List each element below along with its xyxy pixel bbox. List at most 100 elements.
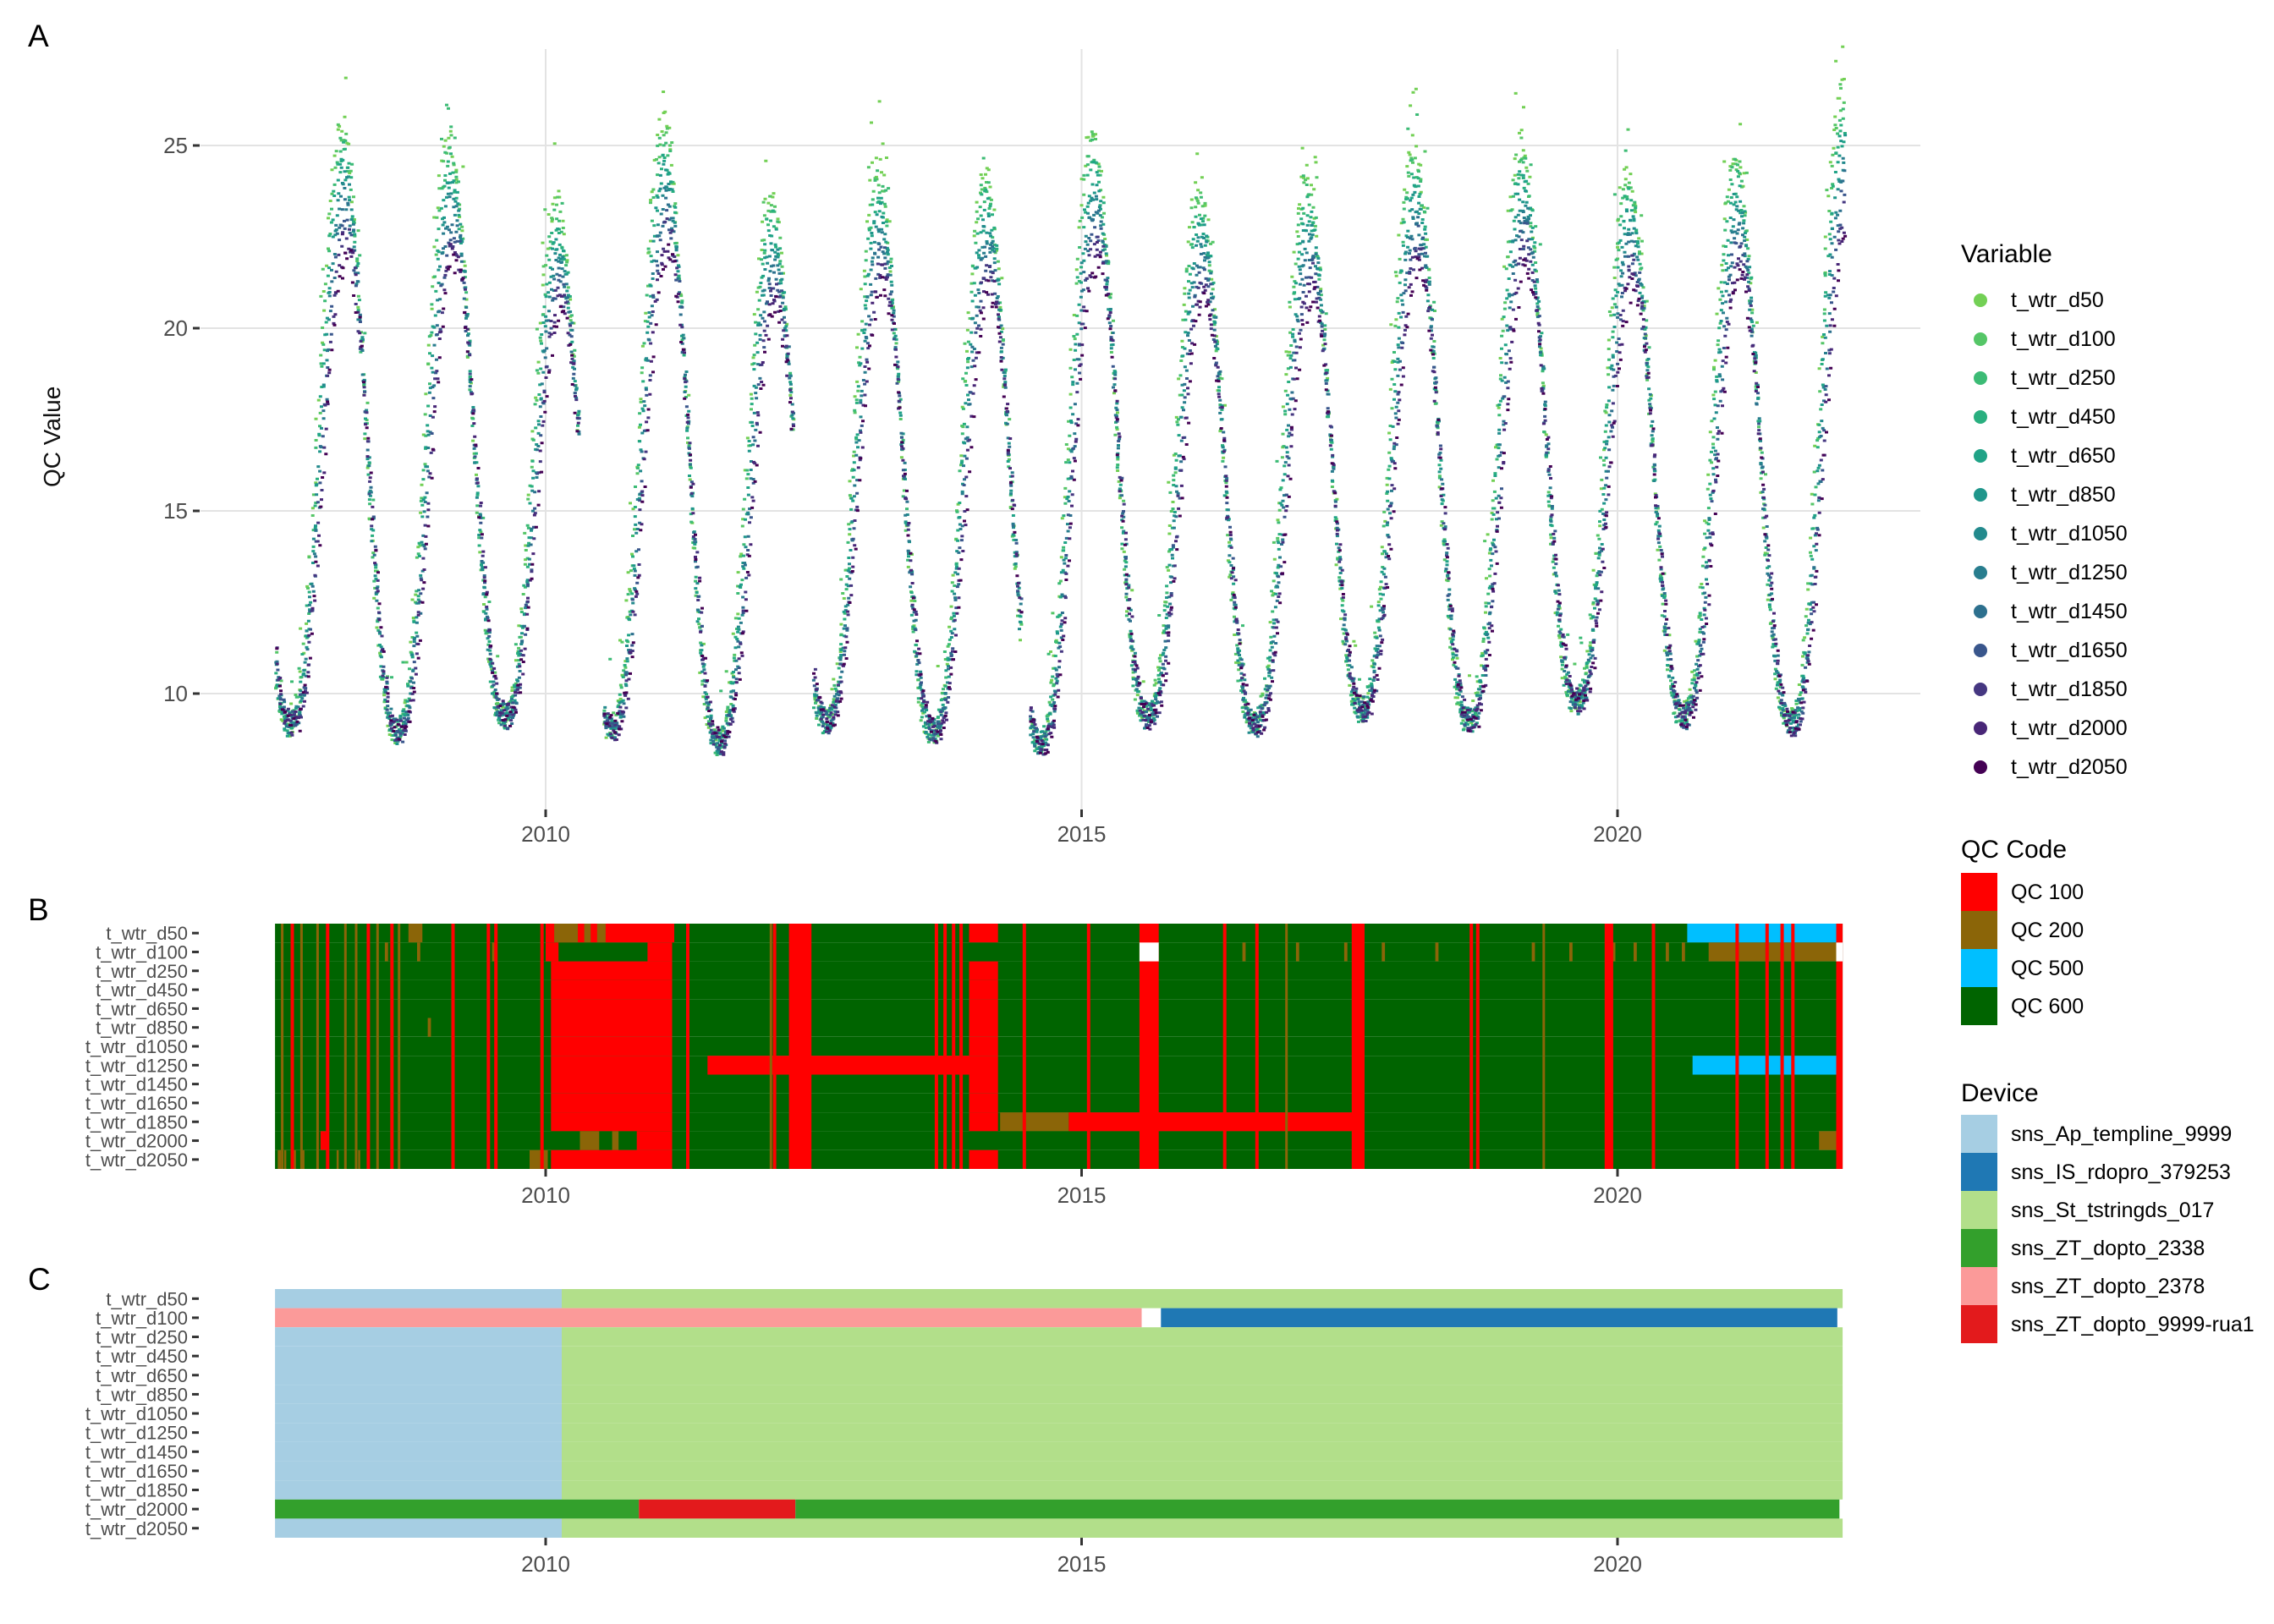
device-heatmap-row-label: t_wtr_d2050	[85, 1518, 188, 1539]
qc-heatmap-red-line	[959, 924, 964, 1169]
qc-heatmap-red-line	[1765, 924, 1769, 1169]
legend-variable-swatch-dot	[1974, 371, 1987, 385]
qc-heatmap-olive-line	[1542, 924, 1546, 1169]
qc-heatmap-segment	[294, 1149, 296, 1169]
panel-a-points-t_wtr_d1250	[274, 156, 1845, 755]
device-heatmap-x-tick-label: 2015	[1057, 1551, 1107, 1577]
device-heatmap-segment	[562, 1385, 1843, 1404]
qc-heatmap-segment	[969, 924, 998, 943]
legend-variable-item-label: t_wtr_d1250	[2011, 561, 2128, 584]
legend-variable-swatch-dot	[1974, 527, 1987, 540]
qc-heatmap-row-label: t_wtr_d1650	[85, 1093, 188, 1114]
qc-heatmap-segment	[1692, 1056, 1837, 1075]
qc-heatmap-red-line	[1735, 924, 1739, 1169]
qc-heatmap-segment	[384, 942, 388, 962]
panel-a-points-t_wtr_d100	[274, 83, 1846, 750]
qc-heatmap-segment	[530, 1149, 548, 1169]
device-heatmap-row-label: t_wtr_d100	[96, 1308, 188, 1329]
qc-heatmap-red-line	[1086, 924, 1090, 1169]
device-heatmap-segment	[275, 1461, 562, 1481]
qc-heatmap-segment	[969, 1074, 998, 1094]
panel-a-y-tick-label: 15	[163, 498, 188, 524]
qc-heatmap-red-line	[326, 924, 330, 1169]
qc-heatmap-segment	[1000, 1112, 1069, 1132]
legend-variable-item-label: t_wtr_d1850	[2011, 678, 2128, 701]
qc-heatmap-segment	[551, 1093, 673, 1113]
qc-heatmap-x-tick-label: 2015	[1057, 1182, 1107, 1208]
qc-heatmap-red-line	[451, 924, 455, 1169]
legend-device-title: Device	[1961, 1079, 2039, 1107]
legend-qc-title: QC Code	[1961, 836, 2068, 864]
qc-heatmap-olive-line	[316, 924, 319, 1169]
panel-a-x-tick-label: 2015	[1057, 821, 1107, 847]
device-heatmap-segment	[562, 1365, 1843, 1385]
qc-heatmap-red-band	[1604, 924, 1613, 1169]
qc-heatmap-red-line	[1475, 924, 1480, 1169]
legend-device-item-label: sns_St_tstringds_017	[2011, 1199, 2215, 1222]
legend-qc-swatch	[1961, 911, 1997, 949]
legend-device-swatch	[1961, 1191, 1997, 1229]
device-heatmap-x-tick-label: 2010	[521, 1551, 570, 1577]
panel-c-label: C	[28, 1262, 51, 1297]
qc-heatmap-olive-line	[354, 924, 358, 1169]
qc-heatmap-segment	[408, 924, 423, 943]
qc-heatmap-red-line	[1222, 924, 1227, 1169]
qc-heatmap-row-label: t_wtr_d850	[96, 1018, 188, 1039]
device-heatmap-segment	[275, 1385, 562, 1404]
qc-heatmap-segment	[551, 1149, 673, 1169]
legend-qc-item-label: QC 100	[2011, 881, 2084, 904]
panel-a-points-t_wtr_d2000	[275, 231, 1846, 756]
device-heatmap-row-label: t_wtr_d850	[96, 1384, 188, 1405]
qc-heatmap-segment	[612, 1131, 619, 1150]
legend-device-swatch	[1961, 1115, 1997, 1153]
qc-heatmap-segment	[1295, 942, 1299, 962]
qc-heatmap-red-line	[1022, 924, 1026, 1169]
qc-heatmap-segment	[707, 1056, 998, 1075]
qc-heatmap-red-line	[494, 924, 498, 1169]
legend-variable-item-label: t_wtr_d50	[2011, 288, 2104, 312]
device-heatmap: t_wtr_d50t_wtr_d100t_wtr_d250t_wtr_d450t…	[85, 1288, 1843, 1577]
device-heatmap-segment	[562, 1518, 1843, 1538]
qc-heatmap-segment	[551, 999, 673, 1018]
legend-qc-item-label: QC 200	[2011, 919, 2084, 942]
qc-heatmap-segment	[551, 1056, 673, 1075]
device-heatmap-segment	[275, 1346, 562, 1366]
qc-heatmap-segment	[551, 1036, 673, 1056]
legend-device-item-label: sns_ZT_dopto_2338	[2011, 1237, 2205, 1260]
qc-heatmap-x-tick-label: 2010	[521, 1182, 570, 1208]
qc-heatmap-segment	[969, 961, 998, 980]
device-heatmap-segment	[275, 1289, 562, 1309]
legend-device-item-label: sns_ZT_dopto_2378	[2011, 1275, 2205, 1298]
qc-heatmap-segment	[1569, 942, 1573, 962]
qc-heatmap-row-label: t_wtr_d100	[96, 941, 188, 963]
qc-heatmap-row-label: t_wtr_d2000	[85, 1131, 188, 1152]
qc-heatmap-red-line	[686, 924, 689, 1169]
device-heatmap-segment	[275, 1499, 640, 1519]
qc-heatmap-segment	[969, 1018, 998, 1037]
qc-heatmap-red-line	[772, 924, 777, 1169]
device-heatmap-row-label: t_wtr_d250	[96, 1327, 188, 1348]
qc-heatmap-olive-line	[1285, 924, 1288, 1169]
panel-a-x-tick-label: 2020	[1593, 821, 1642, 847]
panel-a-y-tick-label: 20	[163, 315, 188, 341]
device-heatmap-row-label: t_wtr_d450	[96, 1346, 188, 1367]
device-heatmap-row-label: t_wtr_d50	[106, 1288, 188, 1309]
device-heatmap-row-label: t_wtr_d2000	[85, 1499, 188, 1520]
legend-variable-item-label: t_wtr_d1450	[2011, 600, 2128, 623]
qc-heatmap-segment	[647, 942, 673, 962]
qc-heatmap-missing	[1139, 942, 1159, 962]
legend-variable-swatch-dot	[1974, 410, 1987, 424]
legend-variable-item-label: t_wtr_d450	[2011, 405, 2116, 429]
legend-variable-title: Variable	[1961, 240, 2052, 268]
qc-heatmap-red-line	[390, 924, 394, 1169]
qc-heatmap-red-line	[290, 924, 294, 1169]
device-heatmap-segment	[275, 1327, 562, 1347]
qc-heatmap-olive-line	[769, 924, 772, 1169]
device-heatmap-segment	[275, 1403, 562, 1424]
qc-heatmap-missing	[1836, 942, 1843, 962]
legend-variable-swatch-dot	[1974, 449, 1987, 463]
qc-heatmap-segment	[596, 924, 606, 943]
qc-heatmap-segment	[1612, 942, 1616, 962]
panel-a-points-t_wtr_d1850	[275, 200, 1846, 756]
